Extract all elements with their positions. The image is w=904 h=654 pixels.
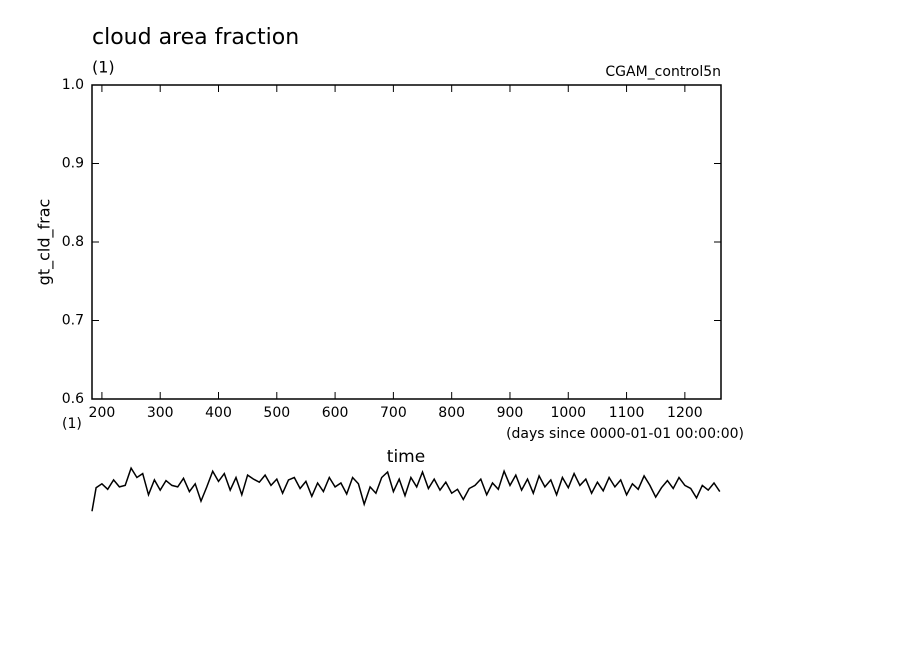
x-tick-label: 200 (89, 405, 116, 421)
x-tick-label: 900 (497, 405, 524, 421)
y-axis-label: gt_cld_frac (35, 199, 55, 286)
x-axis-label: time (387, 447, 425, 467)
x-tick-label: 1000 (550, 405, 586, 421)
x-tick-label: 700 (380, 405, 407, 421)
x-tick-label: 600 (322, 405, 349, 421)
y-tick-label: 1.0 (62, 77, 84, 93)
x-tick-label: 1200 (667, 405, 703, 421)
y-tick-label: 0.9 (62, 156, 84, 172)
x-tick-label: 500 (263, 405, 290, 421)
y-tick-label: 0.7 (62, 313, 84, 329)
x-tick-label: 800 (438, 405, 465, 421)
chart-title: cloud area fraction (92, 25, 299, 50)
y-tick-label: 0.6 (62, 391, 84, 407)
y-tick-label: 0.8 (62, 234, 84, 250)
x-note: (days since 0000-01-01 00:00:00) (506, 426, 744, 442)
data-line (91, 466, 721, 512)
x-unit: (1) (62, 416, 82, 432)
x-tick-label: 400 (205, 405, 232, 421)
x-tick-label: 300 (147, 405, 174, 421)
x-tick-label: 1100 (609, 405, 645, 421)
y-unit: (1) (92, 58, 115, 77)
run-name: CGAM_control5n (605, 64, 721, 80)
